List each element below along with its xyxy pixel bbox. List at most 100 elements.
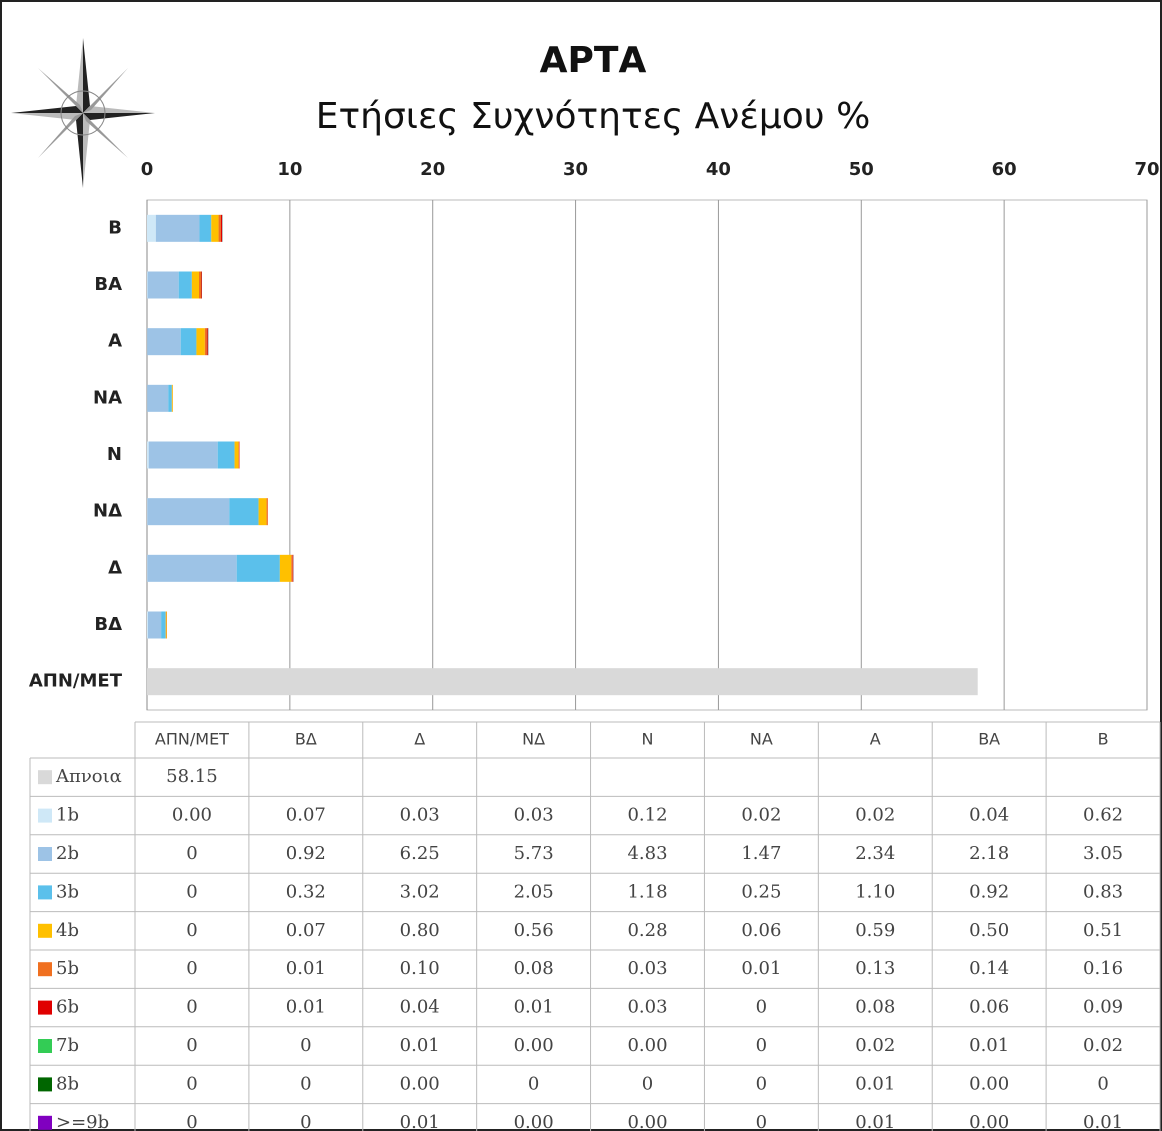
bar-segment bbox=[292, 554, 294, 582]
bar-segment bbox=[178, 271, 192, 299]
bar-segment bbox=[147, 554, 237, 582]
table-cell: 0 bbox=[300, 1112, 311, 1131]
table-cell: 0.13 bbox=[855, 958, 895, 979]
table-cell: 0.00 bbox=[400, 1073, 440, 1094]
table-cell: 58.15 bbox=[166, 766, 218, 787]
table-cell: 0.92 bbox=[286, 843, 326, 864]
table-header: ΒΔ bbox=[295, 730, 317, 749]
table-cell: 0 bbox=[186, 958, 197, 979]
table-cell: 0.83 bbox=[1083, 881, 1123, 902]
table-cell: 0.12 bbox=[627, 805, 667, 826]
table-cell: 0.02 bbox=[855, 1035, 895, 1056]
table-header: ΑΠΝ/ΜΕΤ bbox=[155, 730, 229, 749]
bar-segment bbox=[229, 498, 259, 526]
x-tick-label: 10 bbox=[277, 159, 302, 180]
table-cell: 0 bbox=[756, 1035, 767, 1056]
y-tick-label: Δ bbox=[108, 557, 122, 578]
table-cell: 0.04 bbox=[400, 997, 440, 1018]
bar-segment bbox=[161, 611, 166, 639]
table-cell: 0 bbox=[642, 1073, 653, 1094]
table-cell: 4.83 bbox=[627, 843, 667, 864]
table-cell: 1.10 bbox=[855, 881, 895, 902]
table-cell: 0.04 bbox=[969, 805, 1009, 826]
table-cell: 0.10 bbox=[400, 958, 440, 979]
bar-segment bbox=[211, 214, 219, 242]
bar-segment bbox=[266, 498, 268, 526]
table-cell: 0.80 bbox=[400, 920, 440, 941]
table-cell: 0 bbox=[756, 1112, 767, 1131]
x-tick-label: 50 bbox=[849, 159, 874, 180]
table-cell: 0 bbox=[186, 997, 197, 1018]
table-cell: 2.05 bbox=[514, 881, 554, 902]
bar-segment bbox=[206, 328, 208, 356]
bar-segment bbox=[180, 328, 197, 356]
table-cell: 0 bbox=[186, 1035, 197, 1056]
table-cell: 0.03 bbox=[627, 958, 667, 979]
bar-segment bbox=[218, 214, 221, 242]
table-cell: 0.28 bbox=[627, 920, 667, 941]
table-cell: 0.01 bbox=[855, 1112, 895, 1131]
bar-segment bbox=[196, 328, 205, 356]
legend-swatch bbox=[38, 1077, 52, 1092]
table-cell: 0 bbox=[186, 843, 197, 864]
bar-segment bbox=[147, 611, 148, 639]
table-cell: 0.00 bbox=[514, 1035, 554, 1056]
table-cell: 0.03 bbox=[400, 805, 440, 826]
table-cell: 3.02 bbox=[400, 881, 440, 902]
table-cell: 0.07 bbox=[286, 920, 326, 941]
table-cell: 0.03 bbox=[514, 805, 554, 826]
table-cell: 0 bbox=[300, 1035, 311, 1056]
bar-segment bbox=[199, 214, 212, 242]
table-cell: 0.01 bbox=[400, 1112, 440, 1131]
bar-segment bbox=[236, 554, 280, 582]
y-tick-label: ΑΠΝ/ΜΕΤ bbox=[29, 671, 123, 692]
legend-swatch bbox=[38, 885, 52, 900]
legend-swatch bbox=[38, 847, 52, 861]
bar-segment bbox=[217, 441, 235, 469]
table-cell: 0.09 bbox=[1083, 997, 1123, 1018]
table-cell: 0 bbox=[1097, 1073, 1108, 1094]
table-cell: 0.62 bbox=[1083, 805, 1123, 826]
legend-swatch bbox=[38, 1115, 52, 1130]
table-cell: 0.01 bbox=[514, 997, 554, 1018]
y-tick-label: ΒΔ bbox=[94, 614, 122, 635]
legend-label: 5b bbox=[56, 958, 79, 979]
legend-swatch bbox=[38, 1039, 52, 1053]
table-cell: 0.06 bbox=[969, 997, 1009, 1018]
legend-label: 8b bbox=[56, 1073, 79, 1094]
bar-segment bbox=[148, 611, 162, 639]
x-tick-label: 70 bbox=[1134, 159, 1159, 180]
plot-area bbox=[146, 199, 1148, 711]
table-cell: 0.01 bbox=[286, 958, 326, 979]
table-cell: 0 bbox=[186, 920, 197, 941]
table-cell: 0 bbox=[186, 1112, 197, 1131]
table-cell: 0.51 bbox=[1083, 920, 1123, 941]
table-cell: 5.73 bbox=[514, 843, 554, 864]
table-cell: 6.25 bbox=[400, 843, 440, 864]
table-cell: 0 bbox=[756, 1073, 767, 1094]
table-cell: 0 bbox=[756, 997, 767, 1018]
legend-label: >=9b bbox=[56, 1112, 109, 1131]
y-tick-label: ΝΑ bbox=[93, 387, 122, 408]
table-cell: 0.01 bbox=[741, 958, 781, 979]
table-cell: 1.18 bbox=[627, 881, 667, 902]
legend-swatch bbox=[38, 962, 52, 977]
y-tick-label: Β bbox=[108, 217, 122, 238]
bar-segment bbox=[220, 214, 223, 242]
x-tick-label: 0 bbox=[141, 159, 154, 180]
table-cell: 0.07 bbox=[286, 805, 326, 826]
table-cell: 0.03 bbox=[627, 997, 667, 1018]
table-cell: 0.32 bbox=[286, 881, 326, 902]
table-cell: 0.59 bbox=[855, 920, 895, 941]
bar-segment bbox=[147, 441, 149, 469]
table-cell: 2.18 bbox=[969, 843, 1009, 864]
table-cell: 0 bbox=[186, 881, 197, 902]
table-cell: 0.00 bbox=[969, 1112, 1009, 1131]
legend-label: 6b bbox=[56, 997, 79, 1018]
legend-swatch bbox=[38, 1000, 52, 1015]
bar-segment bbox=[201, 271, 202, 299]
table-cell: 0.01 bbox=[969, 1035, 1009, 1056]
y-tick-label: ΝΔ bbox=[93, 501, 122, 522]
bar-segment bbox=[165, 611, 167, 639]
